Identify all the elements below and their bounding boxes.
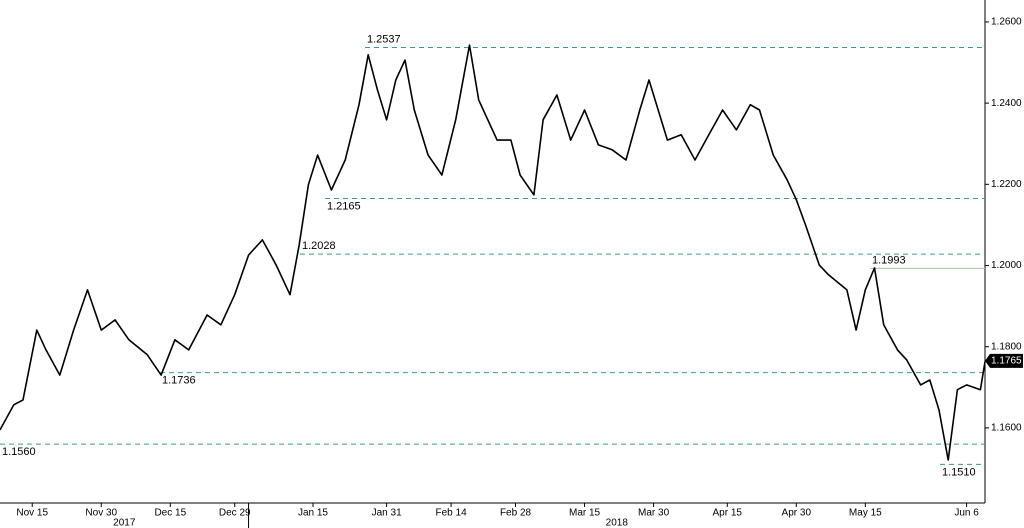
x-tick-label: Dec 15	[154, 508, 186, 519]
y-tick-label: 1.2400	[991, 98, 1022, 109]
x-tick-label: Nov 15	[16, 508, 48, 519]
level-label: 1.1993	[872, 254, 906, 266]
year-label: 2018	[606, 518, 629, 528]
level-label: 1.1510	[942, 466, 976, 478]
x-tick-label: Feb 28	[500, 508, 532, 519]
x-tick-label: Jan 31	[372, 508, 402, 519]
level-label: 1.1736	[162, 375, 196, 387]
last-value-box	[985, 353, 1023, 368]
last-value-label: 1.1765	[991, 356, 1022, 367]
price-line	[0, 44, 986, 461]
x-tick-label: Nov 30	[85, 508, 117, 519]
x-tick-label: Jan 15	[298, 508, 328, 519]
level-label: 1.2537	[367, 33, 401, 45]
y-tick-label: 1.1800	[991, 341, 1022, 352]
y-tick-label: 1.2600	[991, 17, 1022, 28]
y-tick-label: 1.2200	[991, 179, 1022, 190]
x-tick-label: Mar 30	[638, 508, 670, 519]
x-tick-label: Jun 6	[954, 508, 979, 519]
x-tick-label: Feb 14	[436, 508, 468, 519]
x-tick-label: Dec 29	[219, 508, 251, 519]
level-label: 1.2165	[327, 200, 361, 212]
x-tick-label: May 15	[849, 508, 882, 519]
level-label: 1.1560	[2, 446, 36, 458]
year-label: 2017	[113, 518, 136, 528]
level-label: 1.2028	[302, 240, 336, 252]
y-tick-label: 1.1600	[991, 423, 1022, 434]
y-tick-label: 1.2000	[991, 260, 1022, 271]
x-tick-label: Apr 15	[713, 508, 743, 519]
x-tick-label: Mar 15	[569, 508, 601, 519]
x-tick-label: Apr 30	[782, 508, 812, 519]
